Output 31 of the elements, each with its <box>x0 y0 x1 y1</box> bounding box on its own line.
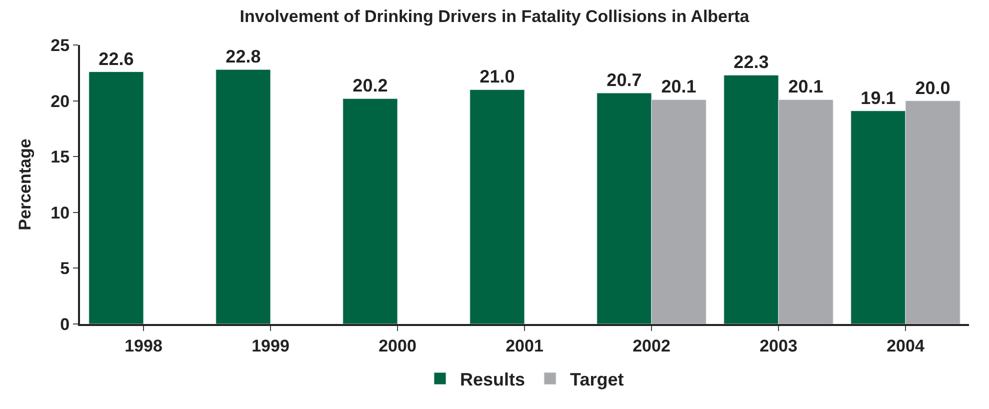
x-tick-label: 2003 <box>760 336 798 356</box>
y-tick-label: 20 <box>50 92 70 111</box>
x-tick-label: 2001 <box>506 336 544 356</box>
data-label: 22.8 <box>226 46 261 67</box>
bar <box>342 98 398 324</box>
x-tick-label: 1998 <box>124 336 162 356</box>
y-tick-label: 15 <box>50 148 70 167</box>
data-label: 20.1 <box>788 76 824 97</box>
x-tick-label: 2004 <box>886 336 925 356</box>
legend-label: Target <box>570 369 624 390</box>
x-tick-label: 2000 <box>378 336 416 356</box>
data-label: 21.0 <box>480 66 515 87</box>
bar <box>88 72 144 324</box>
chart-title: Involvement of Drinking Drivers in Fatality Collisions in Alberta <box>240 7 750 26</box>
y-tick-label: 25 <box>50 36 70 55</box>
legend-label: Results <box>460 369 526 390</box>
data-label: 20.0 <box>915 78 950 98</box>
data-label: 22.3 <box>734 52 769 72</box>
bar <box>216 69 271 324</box>
data-label: 19.1 <box>860 88 896 108</box>
y-tick-label: 5 <box>60 259 70 278</box>
y-axis-title: Percentage <box>16 138 35 230</box>
x-tick-label: 1999 <box>252 336 290 356</box>
data-label: 20.1 <box>661 76 696 97</box>
data-label: 22.6 <box>98 48 134 69</box>
y-tick-label: 10 <box>50 203 70 222</box>
data-label: 20.2 <box>352 76 388 96</box>
x-tick-label: 2002 <box>632 336 670 356</box>
data-label: 20.7 <box>606 70 642 90</box>
bar <box>470 89 525 324</box>
y-tick-label: 0 <box>60 314 70 334</box>
